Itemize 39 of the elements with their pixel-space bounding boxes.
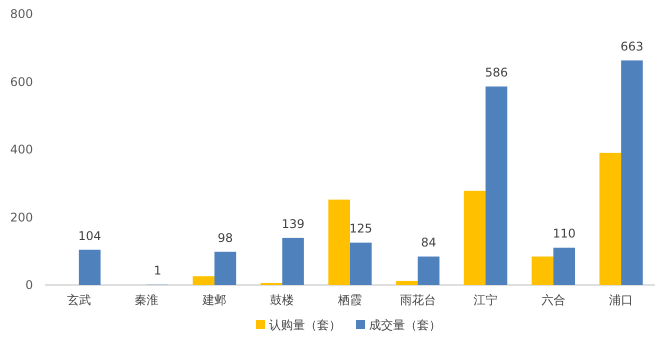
- data-label: 84: [420, 236, 436, 250]
- bar: [78, 250, 101, 285]
- x-tick-label: 栖霞: [337, 293, 362, 307]
- bar: [396, 280, 418, 285]
- data-label: 663: [620, 39, 644, 54]
- y-tick-label: 600: [10, 74, 33, 89]
- x-tick-label: 六合: [541, 293, 566, 307]
- legend-label: 认购量（套）: [269, 318, 341, 332]
- y-tick-label: 800: [10, 7, 33, 21]
- data-label: 98: [218, 230, 233, 245]
- y-tick-label: 400: [10, 142, 33, 156]
- y-tick-label: 0: [25, 278, 33, 292]
- data-label: 139: [282, 216, 305, 231]
- y-tick-label: 200: [10, 210, 33, 224]
- data-label: 125: [349, 222, 372, 236]
- x-tick-label: 江宁: [474, 293, 498, 307]
- x-tick-label: 鼓楼: [270, 293, 294, 307]
- x-tick-label: 玄武: [66, 293, 91, 307]
- bar: [464, 190, 486, 285]
- bar: [532, 256, 554, 285]
- x-tick-label: 秦淮: [134, 293, 159, 307]
- bar: [599, 152, 622, 285]
- bar: [350, 242, 372, 285]
- x-tick-label: 浦口: [609, 293, 634, 307]
- legend-label: 成交量（套）: [369, 318, 441, 332]
- data-label: 586: [484, 65, 508, 80]
- x-tick-label: 雨花台: [400, 293, 436, 307]
- bar: [418, 256, 440, 285]
- x-tick-label: 建邺: [201, 293, 226, 307]
- data-label: 104: [78, 228, 102, 243]
- bar: [486, 86, 508, 285]
- bar: [214, 252, 236, 285]
- data-label: 110: [552, 226, 576, 241]
- bar: [553, 248, 576, 285]
- data-label: 1: [154, 264, 162, 278]
- bar: [328, 200, 350, 285]
- bar: [621, 60, 643, 285]
- bar: [192, 276, 214, 285]
- bar: [282, 238, 304, 285]
